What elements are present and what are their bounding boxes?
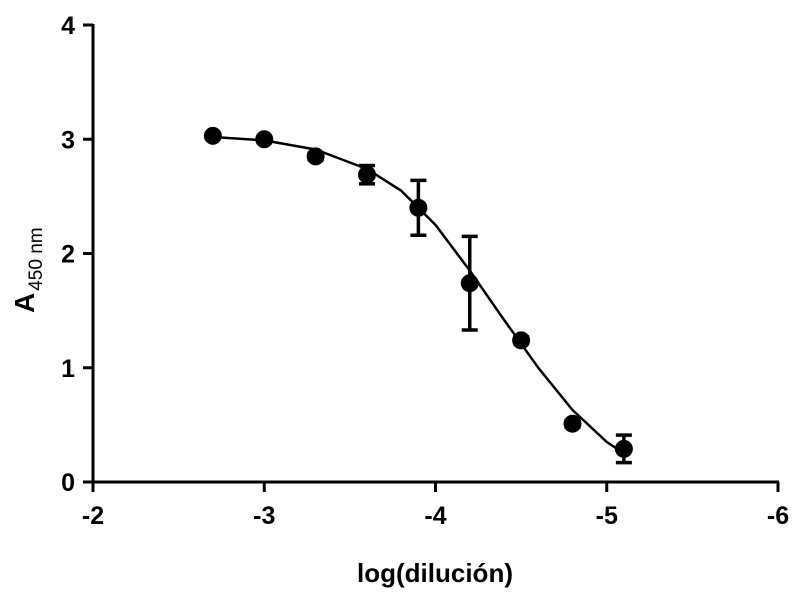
y-tick-label: 3 <box>61 126 75 154</box>
y-axis-label-main: A <box>9 293 40 313</box>
x-tick-label: -6 <box>767 502 789 530</box>
data-point <box>563 414 582 433</box>
data-point <box>614 439 633 458</box>
x-tick-label: -2 <box>82 502 104 530</box>
y-tick-label: 2 <box>61 241 75 269</box>
data-point <box>203 126 222 145</box>
data-point <box>460 274 479 293</box>
y-tick-label: 0 <box>61 469 75 497</box>
x-tick-label: -4 <box>424 502 446 530</box>
y-axis-label-group: A 450 nm <box>9 227 47 313</box>
data-point <box>306 147 325 166</box>
data-point <box>512 331 531 350</box>
x-tick-label: -5 <box>596 502 618 530</box>
y-axis-label: A 450 nm <box>9 227 47 313</box>
data-point <box>358 165 376 184</box>
fit-curve <box>212 135 625 455</box>
y-axis-label-subscript: 450 nm <box>26 227 47 290</box>
data-point <box>409 198 428 217</box>
y-tick-label: 1 <box>61 355 75 383</box>
x-axis-label: log(dilución) <box>357 558 513 588</box>
x-tick-label: -3 <box>253 502 275 530</box>
data-point <box>255 130 274 149</box>
y-tick-label: 4 <box>61 12 75 40</box>
